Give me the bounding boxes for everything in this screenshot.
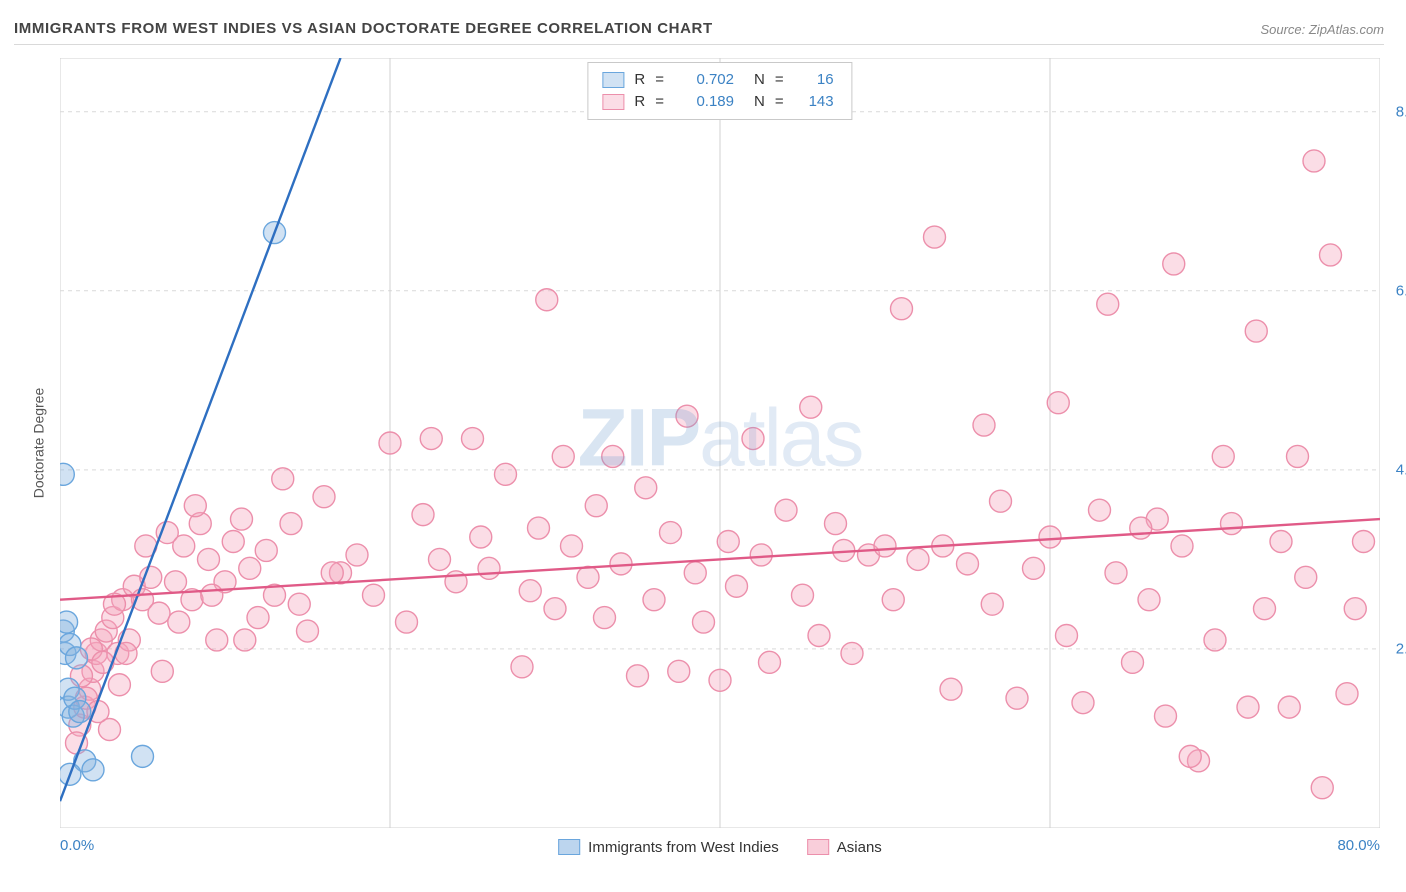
series-legend-item: Immigrants from West Indies	[558, 839, 779, 856]
y-tick-label: 6.0%	[1396, 282, 1406, 299]
scatter-plot	[60, 58, 1380, 828]
correlation-legend: R=0.702N=16R=0.189N=143	[587, 62, 852, 120]
legend-swatch	[807, 839, 829, 855]
y-tick-label: 4.0%	[1396, 461, 1406, 478]
series-legend: Immigrants from West Indies Asians	[558, 839, 882, 856]
y-tick-label: 8.0%	[1396, 103, 1406, 120]
header-divider	[14, 44, 1384, 45]
legend-n-label: N	[754, 91, 765, 113]
y-tick-label: 2.0%	[1396, 640, 1406, 657]
y-axis-label: Doctorate Degree	[30, 388, 46, 499]
legend-r-value: 0.702	[674, 69, 734, 91]
legend-n-value: 16	[794, 69, 834, 91]
legend-n-value: 143	[794, 91, 834, 113]
header: IMMIGRANTS FROM WEST INDIES VS ASIAN DOC…	[0, 0, 1406, 48]
legend-r-label: R	[634, 91, 645, 113]
source-attribution: Source: ZipAtlas.com	[1260, 22, 1384, 37]
plot-area: ZIPatlas R=0.702N=16R=0.189N=143 0.0% 80…	[60, 58, 1380, 828]
legend-swatch	[602, 94, 624, 110]
legend-n-label: N	[754, 69, 765, 91]
legend-row: R=0.189N=143	[602, 91, 833, 113]
y-axis-label-container: Doctorate Degree	[18, 58, 58, 828]
legend-swatch	[558, 839, 580, 855]
legend-r-value: 0.189	[674, 91, 734, 113]
legend-row: R=0.702N=16	[602, 69, 833, 91]
x-axis-max-label: 80.0%	[1337, 837, 1380, 854]
series-legend-label: Asians	[837, 839, 882, 856]
x-axis-min-label: 0.0%	[60, 837, 94, 854]
series-legend-label: Immigrants from West Indies	[588, 839, 779, 856]
chart-title: IMMIGRANTS FROM WEST INDIES VS ASIAN DOC…	[14, 20, 713, 37]
legend-r-label: R	[634, 69, 645, 91]
legend-swatch	[602, 72, 624, 88]
series-legend-item: Asians	[807, 839, 882, 856]
